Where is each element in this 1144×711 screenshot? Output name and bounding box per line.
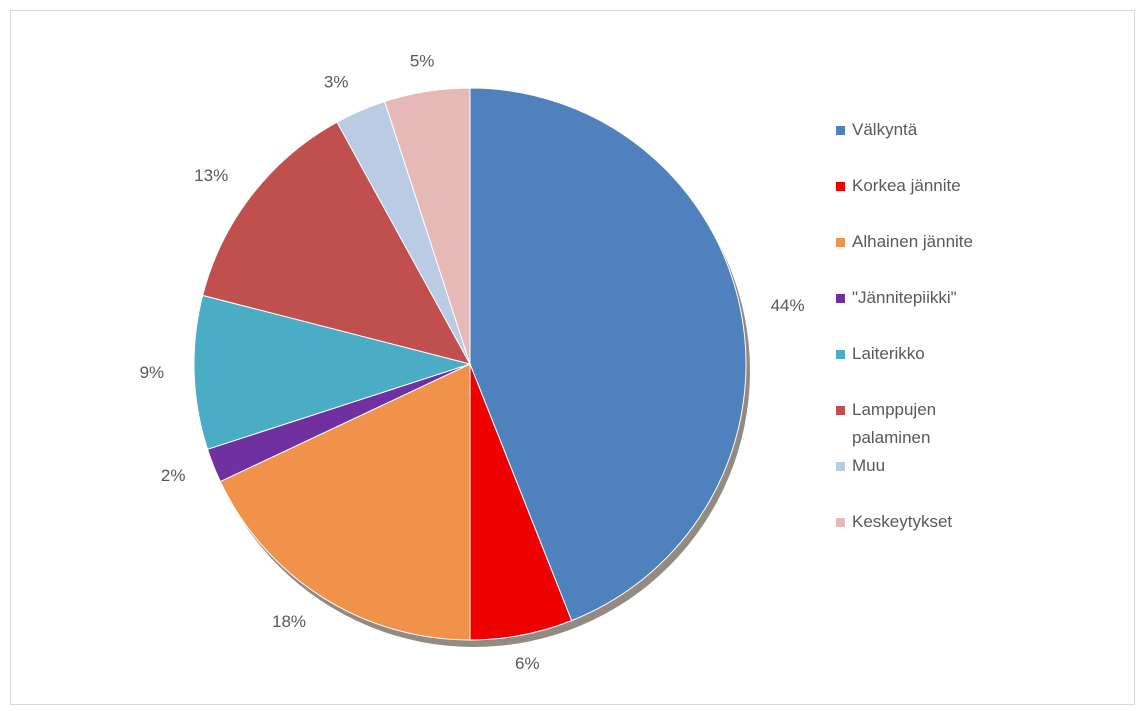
- data-label: 5%: [410, 51, 435, 70]
- legend-swatch: [836, 462, 845, 471]
- legend-label: Alhainen jännite: [852, 232, 973, 251]
- legend-label: "Jännitepiikki": [852, 288, 957, 307]
- legend-item: Lamppujen palaminen: [836, 396, 1006, 452]
- chart-border: [10, 10, 1135, 705]
- legend-label: Muu: [852, 456, 886, 475]
- data-label: 2%: [161, 466, 186, 485]
- legend-swatch: [836, 294, 845, 303]
- legend-swatch: [836, 238, 845, 247]
- legend-swatch: [836, 518, 845, 527]
- data-label: 44%: [771, 296, 805, 315]
- pie-slice: [219, 363, 471, 641]
- legend: Välkyntä Korkea jännite Alhainen jännite "J…: [836, 116, 1006, 564]
- data-label: 6%: [515, 654, 540, 673]
- pie-slice: [193, 294, 472, 450]
- legend-item: Laiterikko: [836, 340, 1006, 396]
- data-label: 18%: [272, 612, 306, 631]
- legend-item: Keskeytykset: [836, 508, 1006, 564]
- data-label: 13%: [194, 166, 228, 185]
- legend-swatch: [836, 182, 845, 191]
- pie-slice: [202, 121, 471, 365]
- legend-swatch: [836, 126, 845, 135]
- data-label: 3%: [324, 73, 349, 92]
- legend-item: Alhainen jännite: [836, 228, 1006, 284]
- legend-item: Välkyntä: [836, 116, 1006, 172]
- pie-slice: [384, 87, 471, 365]
- legend-label: Keskeytykset: [852, 512, 953, 531]
- pie: [193, 87, 747, 641]
- legend-swatch: [836, 350, 845, 359]
- legend-label: Välkyntä: [852, 120, 918, 139]
- data-label: 9%: [140, 363, 165, 382]
- legend-label: Korkea jännite: [852, 176, 961, 195]
- legend-label: Laiterikko: [852, 344, 925, 363]
- legend-item: "Jännitepiikki": [836, 284, 1006, 340]
- legend-label: Lamppujen palaminen: [852, 400, 937, 447]
- pie-slice: [469, 87, 747, 622]
- legend-swatch: [836, 406, 845, 415]
- legend-item: Korkea jännite: [836, 172, 1006, 228]
- legend-item: Muu: [836, 452, 1006, 508]
